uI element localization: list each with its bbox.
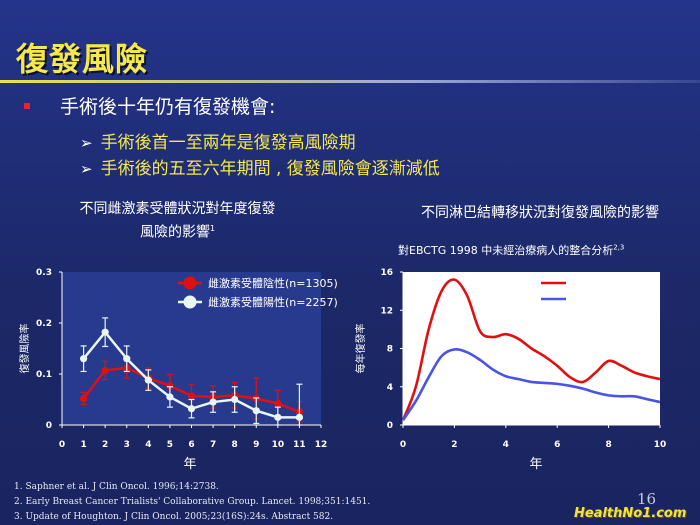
left-x-tick-label: 10 bbox=[272, 440, 285, 450]
right-legend-label: 淋巴結陽性 bbox=[573, 277, 628, 290]
right-legend-label: 淋巴結陰性 bbox=[573, 293, 628, 306]
square-bullet-icon bbox=[24, 102, 30, 109]
right-y-tick-label: 4 bbox=[387, 383, 393, 393]
right-chart-subtitle: 對EBCTG 1998 中未經治療病人的整合分析2,3 bbox=[398, 242, 624, 258]
right-x-tick-label: 10 bbox=[654, 440, 667, 450]
left-data-point bbox=[79, 355, 88, 363]
left-x-tick-label: 7 bbox=[210, 440, 216, 450]
left-data-point bbox=[101, 328, 109, 336]
left-y-axis-label: 復發風險率 bbox=[18, 324, 31, 374]
watermark-logo: HealthNo1.com bbox=[574, 506, 687, 521]
left-chart-title-ref: 1 bbox=[209, 224, 216, 233]
left-legend-label: 雌激素受體陰性(n=1305) bbox=[208, 277, 338, 290]
right-series-line-1 bbox=[401, 348, 661, 421]
right-y-tick-label: 16 bbox=[380, 268, 393, 278]
left-data-point bbox=[144, 376, 152, 384]
left-x-tick-label: 4 bbox=[145, 440, 151, 450]
right-x-tick-label: 2 bbox=[451, 440, 457, 450]
left-data-point bbox=[295, 413, 304, 421]
left-legend-marker bbox=[183, 276, 197, 290]
left-data-point bbox=[187, 392, 196, 400]
left-data-point bbox=[209, 398, 217, 406]
reference-item: 2. Early Breast Cancer Trialists' Collab… bbox=[14, 497, 371, 507]
sub-bullet-2: ➢ 手術後的五至六年期間 , 復發風險會逐漸減低 bbox=[80, 154, 440, 179]
right-x-axis-label: 年 bbox=[529, 457, 542, 472]
left-x-tick-label: 12 bbox=[315, 440, 328, 450]
left-x-tick-label: 0 bbox=[59, 440, 65, 450]
sub-bullet-1: ➢ 手術後首一至兩年是復發高風險期 bbox=[80, 128, 356, 153]
left-legend-label: 雌激素受體陽性(n=2257) bbox=[208, 296, 338, 309]
title-divider bbox=[0, 80, 700, 83]
reference-item: 3. Update of Houghton. J Clin Oncol. 200… bbox=[14, 512, 334, 522]
left-data-point bbox=[79, 394, 88, 403]
left-legend-marker bbox=[183, 295, 197, 309]
references: 1. Saphner et al. J Clin Oncol. 1996;14:… bbox=[14, 480, 370, 525]
left-data-point bbox=[274, 399, 282, 408]
page-number: 16 bbox=[637, 490, 657, 508]
sub-bullet-text: 手術後的五至六年期間 , 復發風險會逐漸減低 bbox=[100, 159, 440, 179]
left-data-point bbox=[123, 355, 131, 363]
left-x-tick-label: 1 bbox=[80, 440, 86, 450]
left-y-tick-label: 0.3 bbox=[36, 268, 52, 278]
left-x-tick-label: 11 bbox=[293, 440, 306, 450]
left-x-tick-label: 6 bbox=[188, 440, 194, 450]
right-y-tick-label: 12 bbox=[380, 306, 393, 316]
right-chart-subtitle-text: 對EBCTG 1998 中未經治療病人的整合分析 bbox=[398, 244, 614, 257]
right-x-tick-label: 6 bbox=[554, 440, 560, 450]
arrow-bullet-icon: ➢ bbox=[80, 160, 93, 178]
left-x-axis-label: 年 bbox=[183, 457, 196, 472]
main-bullet: 手術後十年仍有復發機會: bbox=[24, 92, 275, 119]
left-data-point bbox=[166, 382, 174, 390]
left-data-point bbox=[231, 395, 239, 404]
arrow-bullet-icon: ➢ bbox=[80, 134, 93, 152]
main-bullet-text: 手術後十年仍有復發機會: bbox=[60, 96, 276, 118]
left-chart-title: 不同雌激素受體狀況對年度復發 風險的影響1 bbox=[60, 200, 295, 243]
left-chart-title-line1: 不同雌激素受體狀況對年度復發 bbox=[79, 201, 276, 217]
left-y-tick-label: 0.2 bbox=[36, 319, 52, 329]
left-data-point bbox=[101, 366, 109, 375]
left-data-point bbox=[252, 407, 260, 415]
slide-title: 復發風險 bbox=[16, 40, 149, 78]
reference-item: 1. Saphner et al. J Clin Oncol. 1996;14:… bbox=[14, 482, 219, 492]
right-x-tick-label: 8 bbox=[605, 440, 611, 450]
left-data-point bbox=[187, 405, 196, 413]
right-y-tick-label: 0 bbox=[387, 421, 393, 431]
right-x-tick-label: 0 bbox=[400, 440, 406, 450]
left-x-tick-label: 8 bbox=[232, 440, 238, 450]
right-x-tick-label: 4 bbox=[503, 440, 509, 450]
sub-bullet-text: 手術後首一至兩年是復發高風險期 bbox=[100, 133, 356, 153]
left-x-tick-label: 9 bbox=[253, 440, 259, 450]
left-data-point bbox=[166, 393, 174, 401]
right-y-axis-label: 每年復發率 bbox=[354, 324, 367, 374]
left-y-tick-label: 0.1 bbox=[36, 370, 52, 380]
right-y-tick-label: 8 bbox=[387, 345, 393, 355]
right-chart-subtitle-ref: 2,3 bbox=[613, 243, 625, 252]
left-x-tick-label: 5 bbox=[167, 440, 173, 450]
left-chart-title-line2: 風險的影響 bbox=[139, 224, 210, 241]
right-series-line-0 bbox=[401, 278, 661, 421]
left-data-point bbox=[274, 413, 282, 421]
left-x-tick-label: 3 bbox=[124, 440, 130, 450]
left-y-tick-label: 0 bbox=[46, 421, 52, 431]
left-x-tick-label: 2 bbox=[102, 440, 108, 450]
right-chart-title: 不同淋巴結轉移狀況對復發風險的影響 bbox=[421, 205, 659, 221]
